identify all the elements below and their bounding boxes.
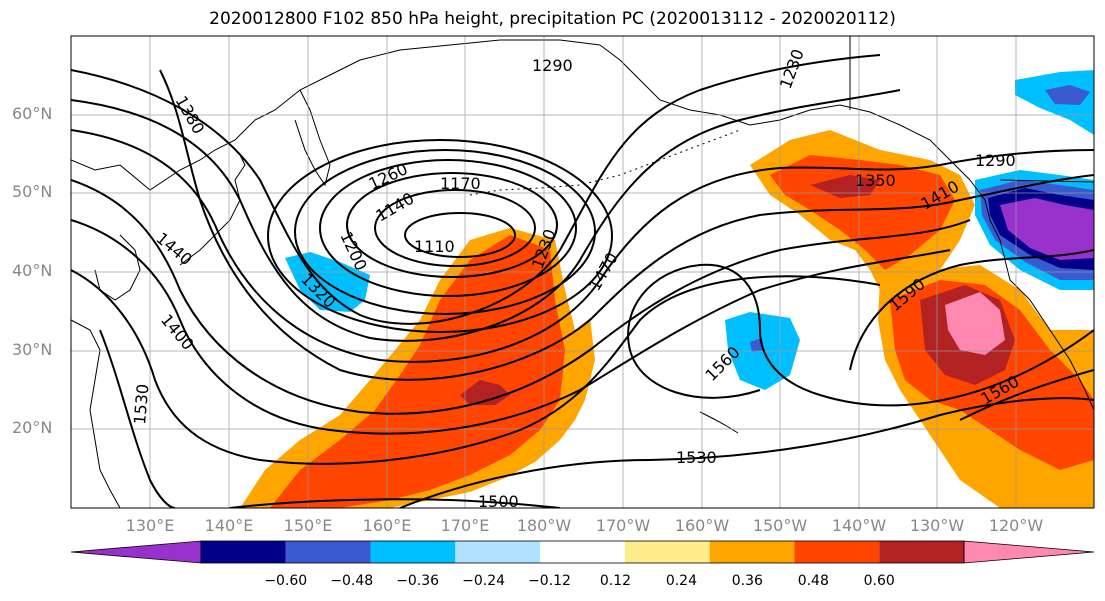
- lon-label: 140°E: [204, 516, 254, 535]
- lon-label: 180°W: [516, 516, 572, 535]
- precip-central-pacific-max: [460, 380, 510, 405]
- contour-1500-south: [229, 498, 561, 508]
- contour-1380: [159, 69, 1094, 381]
- map-title: 2020012800 F102 850 hPa height, precipit…: [209, 9, 896, 29]
- aleutians: [469, 129, 741, 196]
- colorbar-tick-label: 0.48: [797, 573, 829, 589]
- map-panel: 1290 1230 1380 1260 1170 1140 1110 1200 …: [71, 36, 1094, 511]
- contour-1530: [99, 329, 176, 508]
- contour-label: 1500: [478, 492, 519, 511]
- lon-label: 140°W: [831, 516, 887, 535]
- lat-label-20n: 20°N: [12, 418, 53, 437]
- precip-west-coast-max: [945, 292, 1005, 355]
- lat-label-40n: 40°N: [12, 261, 53, 280]
- contour-label: 1170: [440, 174, 481, 193]
- colorbar-segment: [540, 541, 625, 563]
- colorbar-tick-label: −0.24: [462, 573, 506, 589]
- lat-label-50n: 50°N: [12, 182, 53, 201]
- na-west-coast: [969, 179, 1094, 411]
- colorbar-tick-label: 0.60: [863, 573, 895, 589]
- lon-label: 170°E: [440, 516, 490, 535]
- precip-neg-canada-core: [1045, 85, 1090, 105]
- colorbar-segment: [879, 541, 964, 563]
- colorbar-extend-low: [70, 540, 202, 564]
- contour-low-1170: [346, 172, 558, 278]
- japan-coast: [179, 154, 246, 266]
- contour-1350: [71, 129, 1094, 363]
- contour-1560-ridge: [627, 263, 1094, 407]
- colorbar-outline: [200, 540, 965, 564]
- lon-label: 150°E: [283, 516, 333, 535]
- contour-1470: [71, 269, 881, 465]
- colorbar-tick-label: 0.12: [599, 573, 632, 589]
- contour-label: 1350: [855, 171, 896, 190]
- contour-1590: [849, 249, 1094, 371]
- contour-1290: [71, 54, 881, 325]
- colorbar-segment: [794, 541, 880, 563]
- contour-1410: [71, 179, 971, 415]
- colorbar-tick-label: −0.60: [264, 573, 308, 589]
- precip-gulf-alaska-max: [810, 175, 880, 198]
- contour-low-1260: [267, 139, 613, 333]
- contour-label: 1530: [676, 448, 717, 467]
- contour-label: 1290: [975, 151, 1016, 170]
- contour-low-1140: [374, 189, 536, 267]
- contour-1320: [71, 89, 901, 342]
- lon-label: 130°E: [125, 516, 175, 535]
- colorbar-segment: [285, 541, 371, 563]
- colorbar-segment: [455, 541, 541, 563]
- lon-label: 130°W: [909, 516, 965, 535]
- lon-label: 150°W: [752, 516, 808, 535]
- contour-label: 1110: [414, 237, 455, 256]
- contour-low-1200: [319, 159, 577, 297]
- contour-1530-south: [399, 397, 1094, 508]
- height-contours: [71, 54, 1094, 508]
- lon-label: 170°W: [595, 516, 651, 535]
- colorbar-tick-label: −0.36: [396, 573, 440, 589]
- colorbar-tick-label: 0.24: [665, 573, 697, 589]
- contour-1440: [71, 219, 951, 435]
- precip-neg-pacific-nw-max: [1000, 198, 1094, 260]
- colorbar-extend-high: [963, 540, 1095, 564]
- lat-label-60n: 60°N: [12, 104, 53, 123]
- lon-label: 160°W: [674, 516, 730, 535]
- lat-label-30n: 30°N: [12, 340, 53, 359]
- map-border: [70, 35, 1095, 509]
- colorbar-segment: [709, 541, 795, 563]
- colorbar: [70, 540, 1095, 564]
- lon-label: 160°E: [362, 516, 412, 535]
- colorbar-segment: [624, 541, 710, 563]
- colorbar-tick-label: 0.36: [731, 573, 763, 589]
- contour-label: 1290: [532, 56, 573, 75]
- contour-low-1230: [294, 149, 596, 315]
- china-coast: [71, 319, 121, 508]
- contour-1560-coast: [959, 369, 1094, 421]
- lon-label: 120°W: [988, 516, 1044, 535]
- colorbar-segment: [201, 541, 286, 563]
- contour-low-1110: [404, 212, 516, 258]
- colorbar-tick-label: −0.12: [528, 573, 571, 589]
- colorbar-tick-label: −0.48: [330, 573, 374, 589]
- contour-label: 1530: [130, 383, 152, 425]
- colorbar-segment: [370, 541, 456, 563]
